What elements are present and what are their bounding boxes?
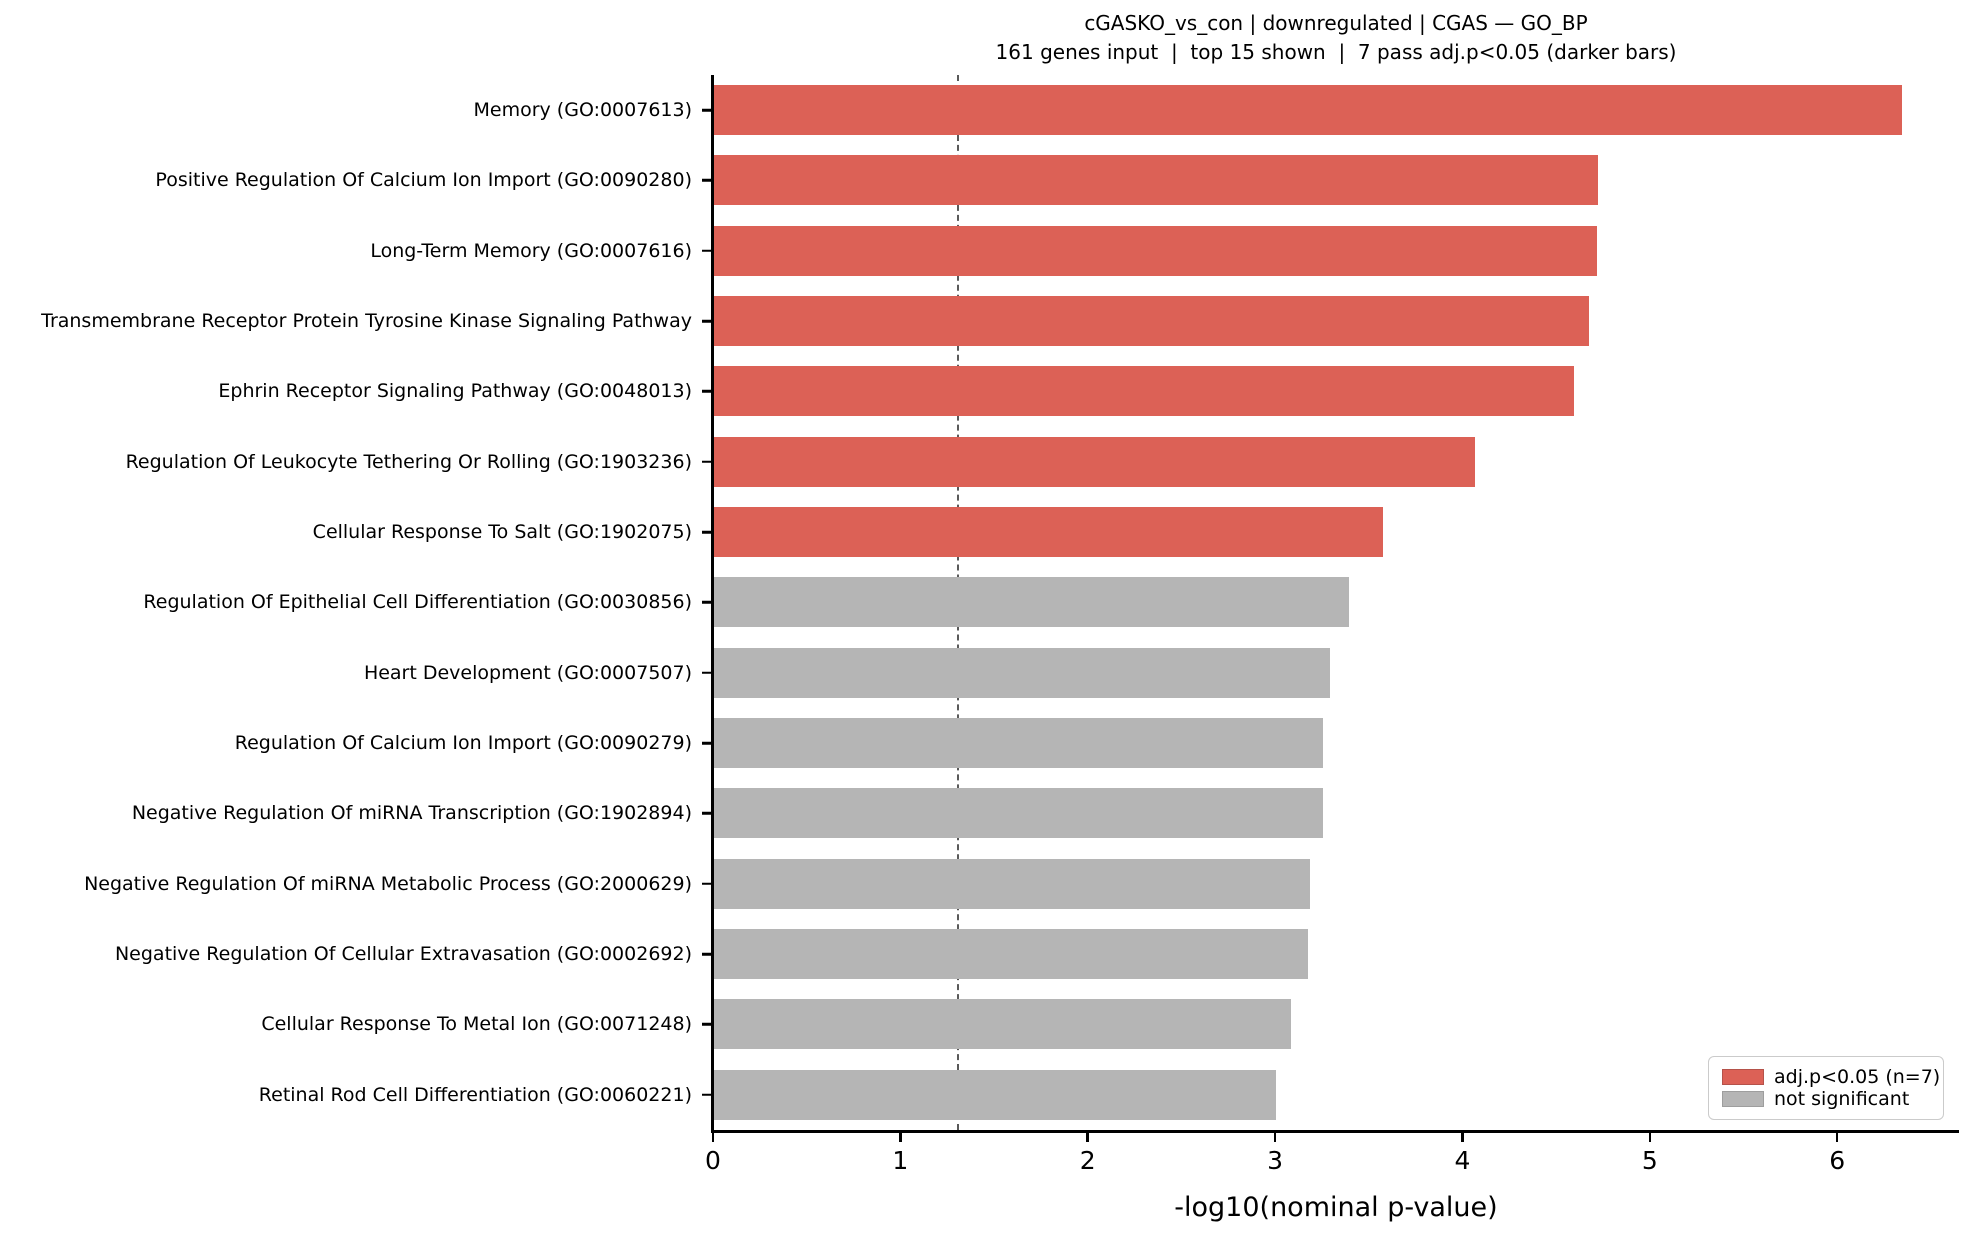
bar-not-significant: [714, 929, 1308, 980]
bar-row: Retinal Rod Cell Differentiation (GO:006…: [0, 1060, 1959, 1130]
bar-significant: [714, 366, 1575, 417]
category-label: Negative Regulation Of miRNA Metabolic P…: [84, 872, 692, 895]
x-tick-mark: [1648, 1133, 1652, 1142]
bar-not-significant: [714, 1069, 1277, 1120]
x-tick-label: 2: [1079, 1146, 1096, 1175]
bar-significant: [714, 225, 1597, 276]
bar-row: Cellular Response To Metal Ion (GO:00712…: [0, 989, 1959, 1059]
bar-row: Regulation Of Calcium Ion Import (GO:009…: [0, 708, 1959, 778]
bar-row: Transmembrane Receptor Protein Tyrosine …: [0, 286, 1959, 356]
bar-row: Negative Regulation Of miRNA Metabolic P…: [0, 849, 1959, 919]
legend-entry: adj.p<0.05 (n=7): [1722, 1066, 1943, 1088]
y-tick-mark: [702, 530, 711, 534]
y-tick-mark: [702, 108, 711, 112]
bar-row: Ephrin Receptor Signaling Pathway (GO:00…: [0, 356, 1959, 426]
y-tick-mark: [702, 319, 711, 323]
chart-title: cGASKO_vs_con | downregulated | CGAS — G…: [1084, 11, 1588, 35]
category-label: Negative Regulation Of miRNA Transcripti…: [131, 802, 692, 825]
y-tick-mark: [702, 671, 711, 675]
bar-row: Negative Regulation Of miRNA Transcripti…: [0, 778, 1959, 848]
y-tick-mark: [702, 1023, 711, 1026]
category-label: Regulation Of Calcium Ion Import (GO:009…: [234, 732, 692, 755]
bar-significant: [714, 507, 1383, 558]
category-label: Memory (GO:0007613): [473, 99, 693, 122]
x-tick-label: 5: [1641, 1146, 1658, 1175]
x-tick-mark: [1086, 1133, 1089, 1142]
chart-subtitle: 161 genes input | top 15 shown | 7 pass …: [995, 40, 1677, 64]
legend-swatch: [1722, 1091, 1764, 1107]
x-tick-label: 6: [1829, 1146, 1846, 1175]
bar-not-significant: [714, 788, 1323, 839]
category-label: Retinal Rod Cell Differentiation (GO:006…: [258, 1083, 692, 1106]
x-tick-label: 3: [1267, 1146, 1284, 1175]
legend-swatch: [1722, 1069, 1764, 1085]
category-label: Regulation Of Leukocyte Tethering Or Rol…: [125, 450, 692, 473]
title-block: cGASKO_vs_con | downregulated | CGAS — G…: [713, 9, 1959, 67]
bar-row: Positive Regulation Of Calcium Ion Impor…: [0, 145, 1959, 215]
category-label: Ephrin Receptor Signaling Pathway (GO:00…: [218, 380, 692, 403]
x-tick-label: 0: [705, 1146, 721, 1175]
x-tick-mark: [711, 1133, 715, 1142]
y-tick-mark: [702, 601, 711, 604]
y-tick-mark: [702, 882, 711, 886]
bar-row: Heart Development (GO:0007507): [0, 638, 1959, 708]
category-label: Negative Regulation Of Cellular Extravas…: [114, 943, 692, 966]
y-tick-mark: [702, 390, 711, 393]
category-label: Heart Development (GO:0007507): [363, 661, 692, 684]
bar-row: Cellular Response To Salt (GO:1902075): [0, 497, 1959, 567]
bar-not-significant: [714, 858, 1310, 909]
y-tick-mark: [702, 179, 711, 182]
y-tick-mark: [702, 812, 711, 815]
category-label: Cellular Response To Salt (GO:1902075): [312, 521, 692, 544]
y-tick-mark: [702, 952, 711, 956]
bar-not-significant: [714, 577, 1350, 628]
x-tick-label: 4: [1454, 1146, 1471, 1175]
x-axis-spine: [711, 1130, 1959, 1133]
legend: adj.p<0.05 (n=7) not significant: [1708, 1056, 1944, 1120]
y-axis-spine: [711, 75, 714, 1133]
x-tick-label: 1: [892, 1146, 909, 1175]
legend-label: not significant: [1774, 1088, 1910, 1110]
bars-area: Memory (GO:0007613) Positive Regulation O…: [0, 75, 1959, 1130]
x-tick-mark: [1835, 1133, 1839, 1142]
category-label: Long-Term Memory (GO:0007616): [370, 239, 692, 262]
y-tick-mark: [702, 249, 711, 253]
x-axis-label: -log10(nominal p-value): [1174, 1192, 1498, 1223]
bar-row: Negative Regulation Of Cellular Extravas…: [0, 919, 1959, 989]
bar-significant: [714, 296, 1589, 347]
x-tick-mark: [899, 1133, 902, 1142]
bar-row: Long-Term Memory (GO:0007616): [0, 216, 1959, 286]
legend-entry: not significant: [1722, 1088, 1943, 1110]
x-tick-mark: [1273, 1133, 1277, 1142]
bar-row: Regulation Of Epithelial Cell Differenti…: [0, 567, 1959, 637]
y-tick-mark: [702, 1093, 711, 1096]
bar-not-significant: [714, 718, 1323, 769]
bar-significant: [714, 155, 1599, 206]
y-tick-mark: [702, 460, 711, 464]
category-label: Positive Regulation Of Calcium Ion Impor…: [155, 169, 692, 192]
bar-significant: [714, 436, 1475, 487]
bar-row: Memory (GO:0007613): [0, 75, 1959, 145]
category-label: Cellular Response To Metal Ion (GO:00712…: [261, 1013, 692, 1036]
y-tick-mark: [702, 741, 711, 745]
bar-not-significant: [714, 999, 1292, 1050]
legend-label: adj.p<0.05 (n=7): [1774, 1066, 1941, 1088]
x-tick-mark: [1461, 1133, 1464, 1142]
bar-significant: [714, 85, 1902, 136]
bar-row: Regulation Of Leukocyte Tethering Or Rol…: [0, 427, 1959, 497]
category-label: Transmembrane Receptor Protein Tyrosine …: [41, 310, 692, 333]
category-label: Regulation Of Epithelial Cell Differenti…: [143, 591, 692, 614]
bar-not-significant: [714, 647, 1331, 698]
